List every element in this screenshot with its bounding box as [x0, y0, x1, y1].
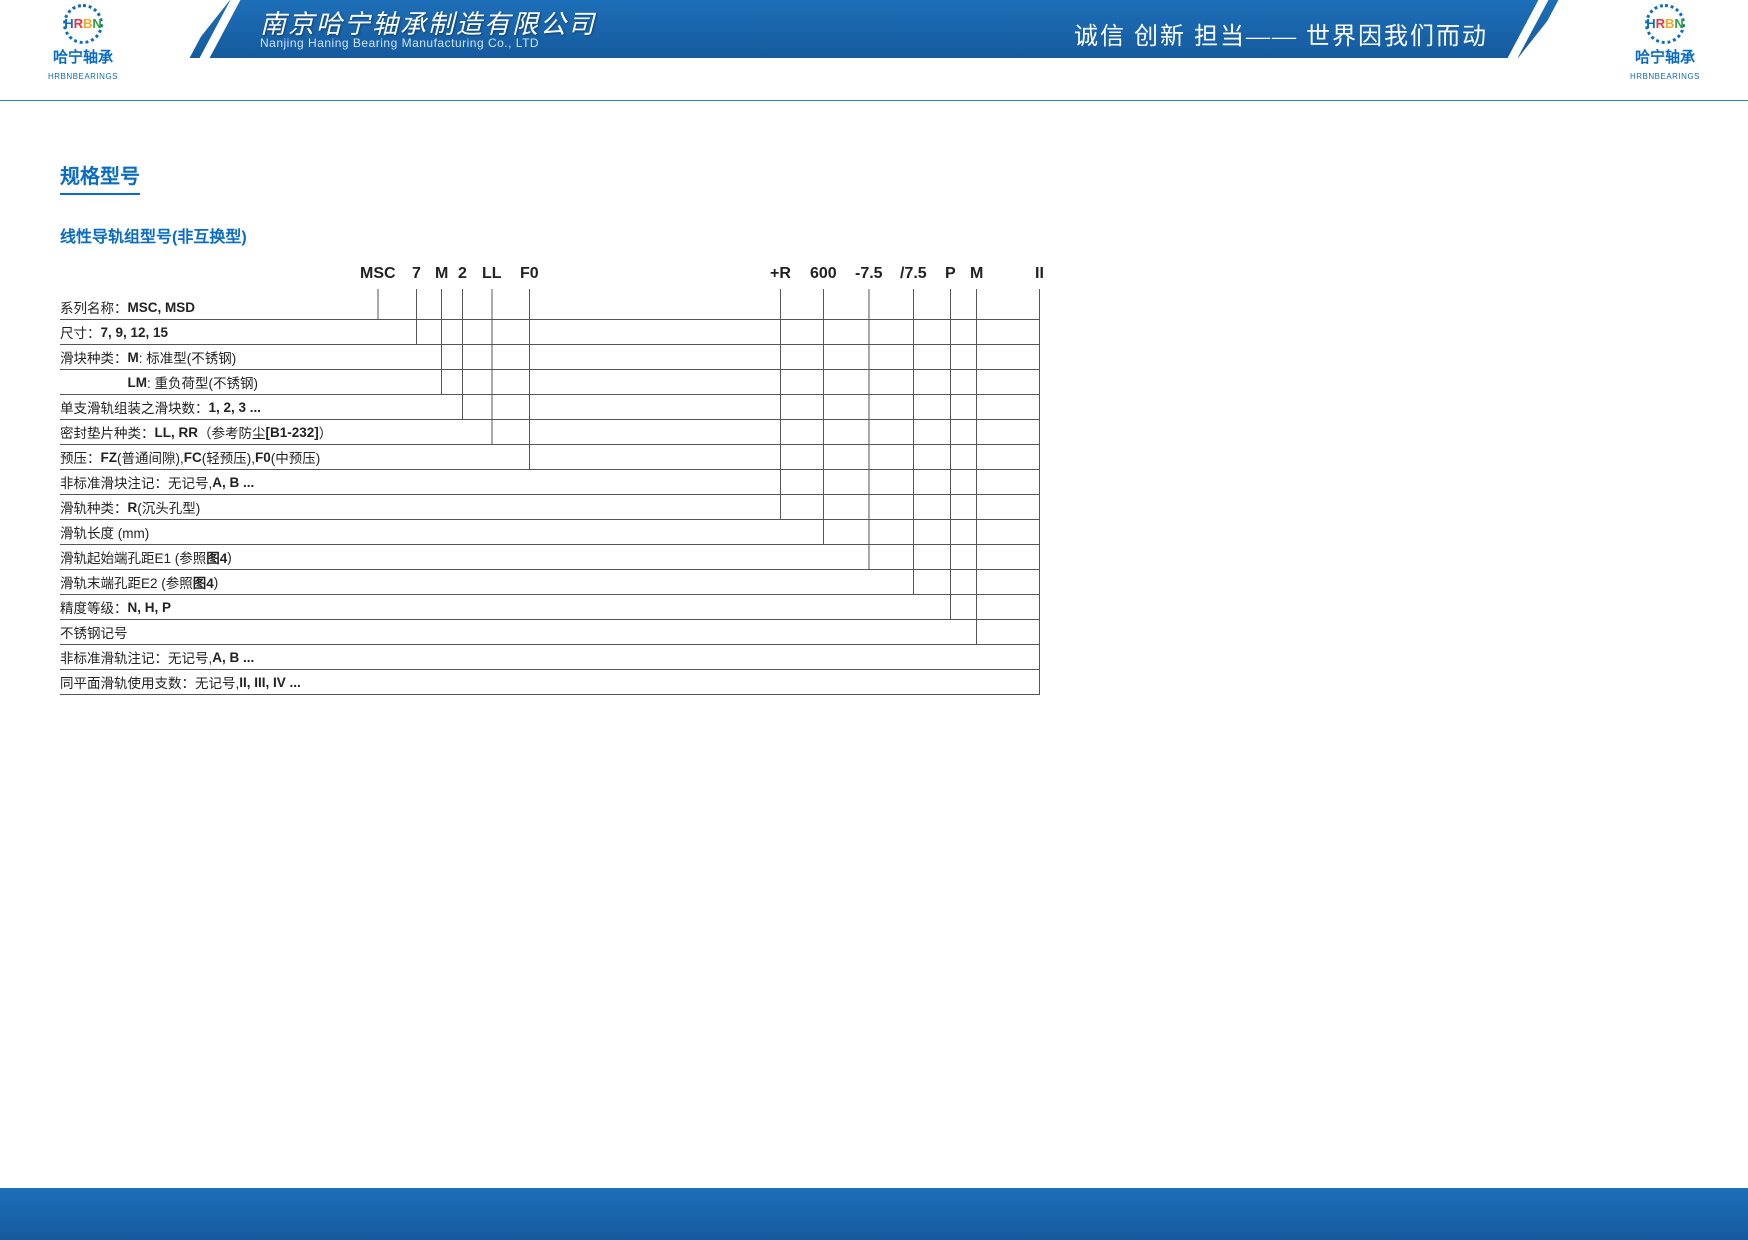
section-title: 规格型号 — [60, 160, 140, 195]
footer-bar — [0, 1188, 1748, 1240]
desc-row-12: 精度等级：N, H, P — [60, 595, 1040, 620]
hrbn-letters: HRBN — [1646, 17, 1684, 31]
code-seg-seven: 7 — [412, 265, 421, 283]
code-seg-two: 2 — [458, 265, 467, 283]
desc-row-10: 滑轨起始端孔距E1 (参照图4) — [60, 545, 1040, 570]
code-seg-msc: MSC — [360, 265, 396, 283]
header-rule — [0, 100, 1748, 101]
code-seg-600: 600 — [810, 265, 837, 283]
model-number-diagram: MSC7M2LLF0+R600-7.5/7.5PMII 系列名称：MSC, MS… — [60, 265, 1688, 695]
desc-row-9: 滑轨长度 (mm) — [60, 520, 1040, 545]
desc-row-7: 非标准滑块注记：无记号, A, B ... — [60, 470, 1040, 495]
code-seg-p: P — [945, 265, 956, 283]
code-seg-s75: /7.5 — [900, 265, 927, 283]
logo-cn: 哈宁轴承 — [53, 49, 113, 66]
logo-en: HRBNBEARINGS — [1630, 72, 1700, 81]
logo-en: HRBNBEARINGS — [48, 72, 118, 81]
desc-row-8: 滑轨种类：R (沉头孔型) — [60, 495, 1040, 520]
desc-row-14: 非标准滑轨注记：无记号, A, B ... — [60, 645, 1040, 670]
code-seg-m: M — [435, 265, 448, 283]
desc-row-15: 同平面滑轨使用支数：无记号, II, III, IV ... — [60, 670, 1040, 695]
company-slogan: 诚信 创新 担当—— 世界因我们而动 — [1074, 16, 1488, 51]
code-seg-mm: M — [970, 265, 983, 283]
desc-row-0: 系列名称：MSC, MSD — [60, 295, 1040, 320]
gear-icon: HRBN — [63, 4, 103, 44]
logo-right: HRBN 哈宁轴承 HRBNBEARINGS — [1610, 4, 1720, 84]
code-seg-plusr: +R — [770, 265, 791, 283]
code-seg-ii: II — [1035, 265, 1044, 283]
desc-row-11: 滑轨末端孔距E2 (参照图4) — [60, 570, 1040, 595]
code-row: MSC7M2LLF0+R600-7.5/7.5PMII — [60, 265, 1688, 289]
desc-row-1: 尺寸：7, 9, 12, 15 — [60, 320, 1040, 345]
sub-title: 线性导轨组型号(非互换型) — [60, 223, 1688, 247]
content-area: 规格型号 线性导轨组型号(非互换型) MSC7M2LLF0+R600-7.5/7… — [60, 160, 1688, 695]
code-seg-f0: F0 — [520, 265, 539, 283]
desc-row-5: 密封垫片种类：LL, RR（参考防尘[B1-232]） — [60, 420, 1040, 445]
desc-block: 系列名称：MSC, MSD尺寸：7, 9, 12, 15滑块种类：M: 标准型(… — [60, 295, 1688, 695]
desc-row-13: 不锈钢记号 — [60, 620, 1040, 645]
company-name-en: Nanjing Haning Bearing Manufacturing Co.… — [260, 36, 539, 50]
desc-row-2: 滑块种类：M: 标准型(不锈钢) — [60, 345, 1040, 370]
gear-icon: HRBN — [1645, 4, 1685, 44]
desc-row-3: LM: 重负荷型(不锈钢) — [60, 370, 1040, 395]
logo-left: HRBN 哈宁轴承 HRBNBEARINGS — [28, 4, 138, 84]
hrbn-letters: HRBN — [64, 17, 102, 31]
logo-cn: 哈宁轴承 — [1635, 49, 1695, 66]
desc-row-6: 预压：FZ (普通间隙), FC (轻预压), F0 (中预压) — [60, 445, 1040, 470]
code-seg-ll: LL — [482, 265, 502, 283]
code-seg-m75: -7.5 — [855, 265, 883, 283]
desc-row-4: 单支滑轨组装之滑块数：1, 2, 3 ... — [60, 395, 1040, 420]
